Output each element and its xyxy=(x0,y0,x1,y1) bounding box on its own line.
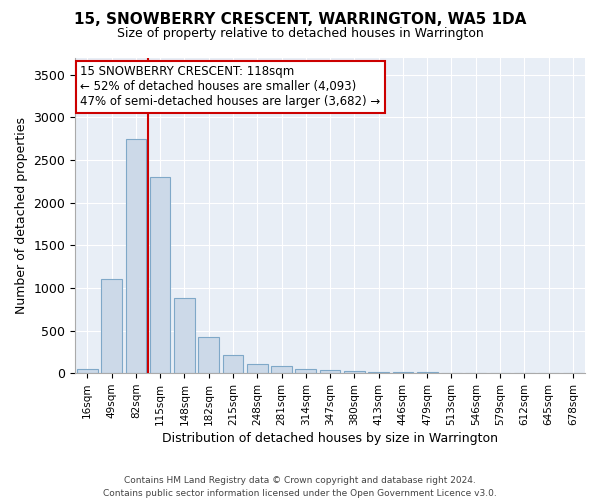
Text: Contains HM Land Registry data © Crown copyright and database right 2024.
Contai: Contains HM Land Registry data © Crown c… xyxy=(103,476,497,498)
Bar xyxy=(271,366,292,373)
Y-axis label: Number of detached properties: Number of detached properties xyxy=(15,117,28,314)
Bar xyxy=(247,364,268,373)
X-axis label: Distribution of detached houses by size in Warrington: Distribution of detached houses by size … xyxy=(162,432,498,445)
Bar xyxy=(344,370,365,373)
Bar xyxy=(320,370,340,373)
Bar xyxy=(150,177,170,373)
Text: Size of property relative to detached houses in Warrington: Size of property relative to detached ho… xyxy=(116,28,484,40)
Bar xyxy=(125,138,146,373)
Bar xyxy=(223,356,243,373)
Bar xyxy=(368,372,389,373)
Bar xyxy=(101,280,122,373)
Bar xyxy=(295,368,316,373)
Bar xyxy=(174,298,195,373)
Text: 15, SNOWBERRY CRESCENT, WARRINGTON, WA5 1DA: 15, SNOWBERRY CRESCENT, WARRINGTON, WA5 … xyxy=(74,12,526,28)
Bar xyxy=(199,336,219,373)
Bar xyxy=(441,372,462,373)
Text: 15 SNOWBERRY CRESCENT: 118sqm
← 52% of detached houses are smaller (4,093)
47% o: 15 SNOWBERRY CRESCENT: 118sqm ← 52% of d… xyxy=(80,66,380,108)
Bar xyxy=(77,369,98,373)
Bar xyxy=(417,372,437,373)
Bar xyxy=(392,372,413,373)
